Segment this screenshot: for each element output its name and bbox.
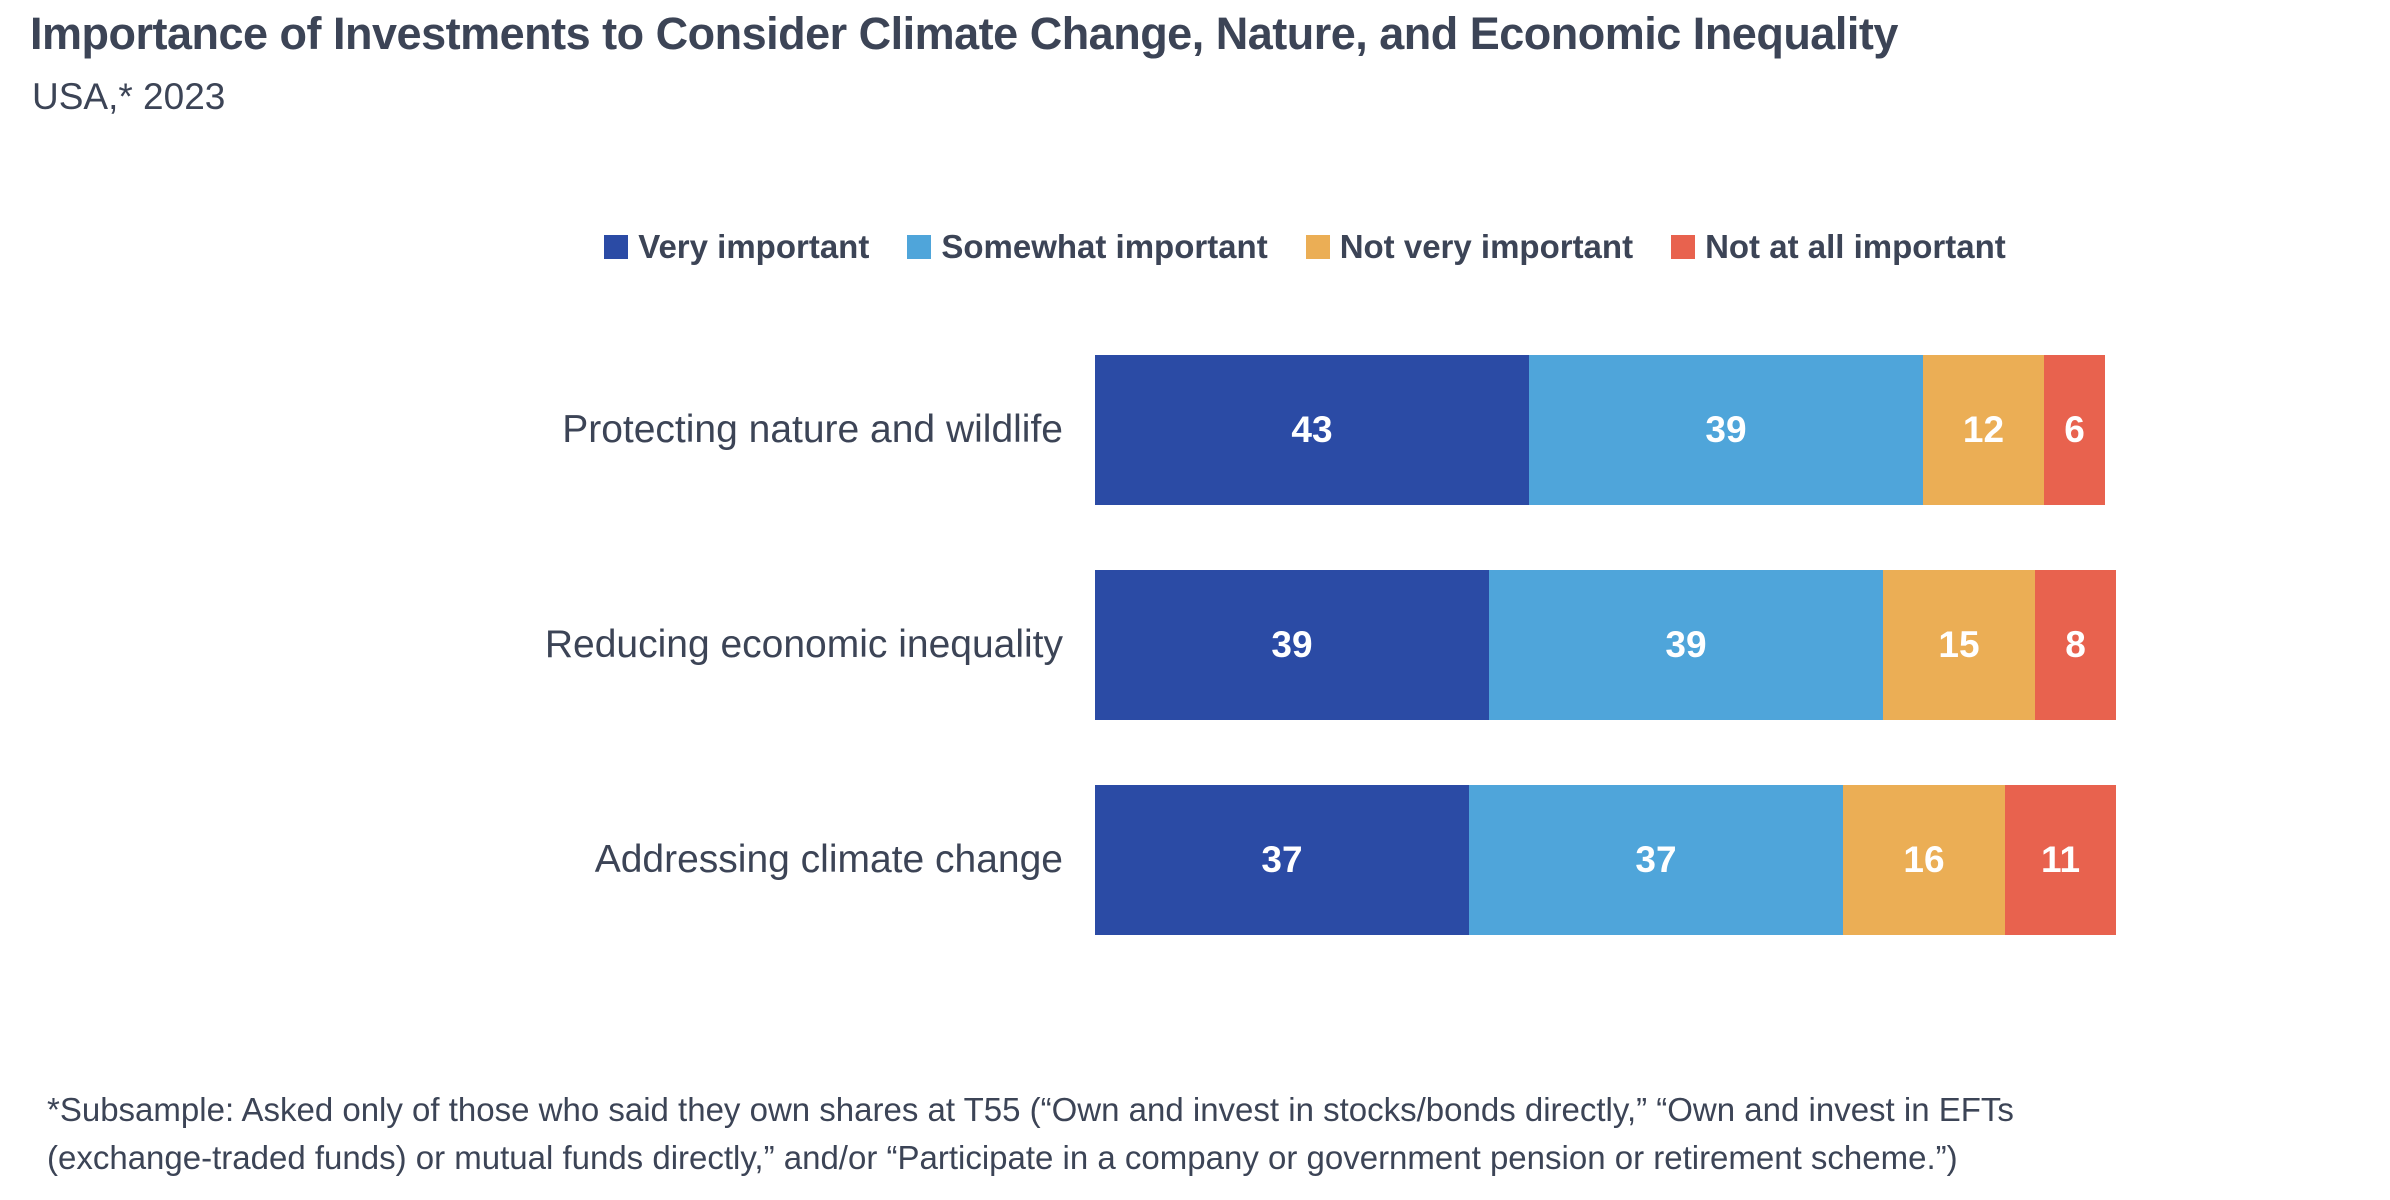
bar-value-label: 15 bbox=[1938, 624, 1980, 665]
legend-swatch bbox=[1671, 235, 1696, 259]
category-label: Reducing economic inequality bbox=[544, 623, 1063, 666]
footnote-line-2: (exchange-traded funds) or mutual funds … bbox=[47, 1139, 1958, 1176]
page-title: Importance of Investments to Consider Cl… bbox=[30, 8, 1898, 59]
legend-swatch bbox=[604, 235, 629, 259]
bar-value-label: 39 bbox=[1271, 624, 1313, 665]
bar-segment: 11 bbox=[2005, 785, 2116, 935]
bar-segment: 6 bbox=[2044, 355, 2105, 505]
legend-label: Very important bbox=[638, 228, 870, 265]
bar-value-label: 37 bbox=[1261, 839, 1303, 880]
legend-label: Somewhat important bbox=[941, 228, 1268, 265]
bar-value-label: 8 bbox=[2065, 624, 2086, 665]
legend-item: Not very important bbox=[1305, 228, 1634, 266]
bar-row: 37 37 16 11 bbox=[1095, 785, 2116, 935]
bar-segment: 39 bbox=[1095, 570, 1489, 720]
legend-item: Very important bbox=[604, 228, 869, 266]
bar-value-label: 11 bbox=[2040, 839, 2081, 880]
bar-row: 39 39 15 8 bbox=[1095, 570, 2116, 720]
legend-swatch bbox=[907, 235, 932, 259]
legend-swatch bbox=[1305, 235, 1330, 259]
legend-label: Not very important bbox=[1339, 228, 1634, 265]
bar-segment: 43 bbox=[1095, 355, 1529, 505]
bar-value-label: 6 bbox=[2064, 409, 2085, 450]
bar-value-label: 16 bbox=[1903, 839, 1945, 880]
bar-segment: 39 bbox=[1489, 570, 1883, 720]
bar-segment: 39 bbox=[1529, 355, 1923, 505]
footnote: *Subsample: Asked only of those who said… bbox=[47, 1086, 2014, 1182]
bar-segment: 8 bbox=[2035, 570, 2116, 720]
bar-segment: 15 bbox=[1883, 570, 2035, 720]
bar-row: 43 39 12 6 bbox=[1095, 355, 2105, 505]
bar-value-label: 12 bbox=[1962, 409, 2005, 450]
bar-segment: 37 bbox=[1469, 785, 1843, 935]
legend-label: Not at all important bbox=[1705, 228, 2006, 265]
category-label: Addressing climate change bbox=[594, 838, 1063, 881]
bar-value-label: 39 bbox=[1705, 409, 1747, 450]
bar-value-label: 39 bbox=[1665, 624, 1707, 665]
bar-value-label: 43 bbox=[1291, 409, 1333, 450]
bar-segment: 37 bbox=[1095, 785, 1469, 935]
bar-value-label: 37 bbox=[1635, 839, 1677, 880]
category-label: Protecting nature and wildlife bbox=[562, 408, 1063, 451]
bar-segment: 12 bbox=[1923, 355, 2044, 505]
bar-segment: 16 bbox=[1843, 785, 2005, 935]
legend-item: Somewhat important bbox=[907, 228, 1268, 266]
footnote-line-1: *Subsample: Asked only of those who said… bbox=[47, 1091, 2014, 1128]
chart-legend: Very important Somewhat important Not very… bbox=[400, 222, 2210, 272]
legend-item: Not at all important bbox=[1671, 228, 2006, 266]
page-subtitle: USA,* 2023 bbox=[32, 76, 226, 117]
